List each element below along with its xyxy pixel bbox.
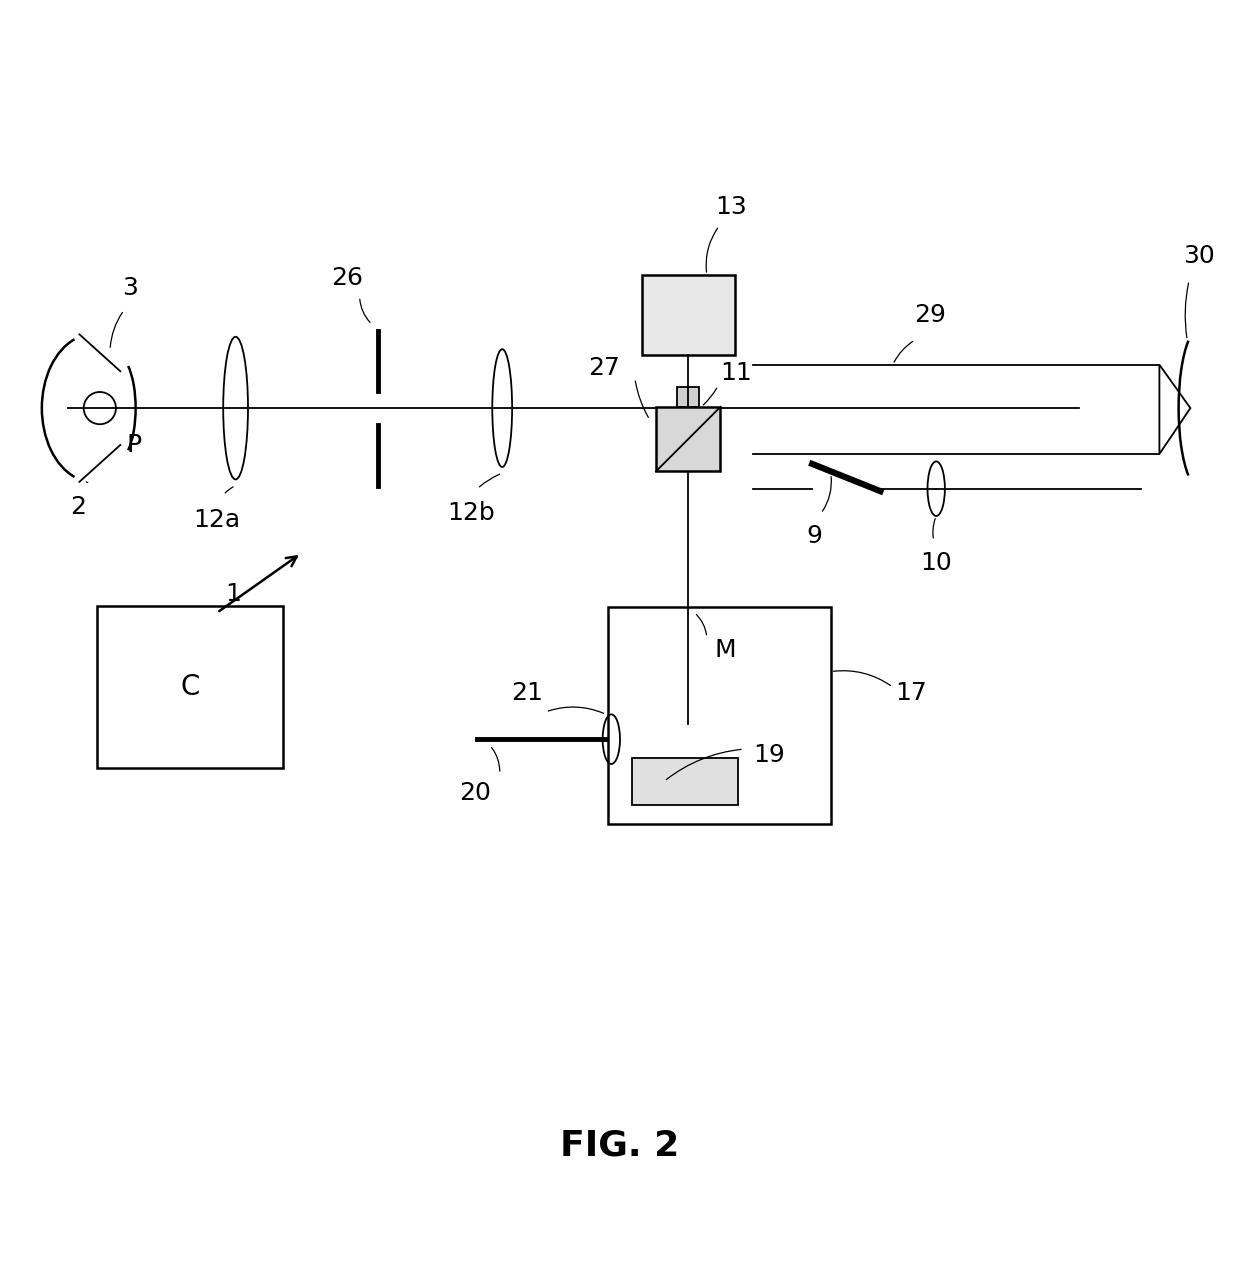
Bar [656,407,720,472]
Text: 20: 20 [459,780,491,805]
Text: 26: 26 [331,266,363,289]
Bar [608,607,831,824]
Text: 19: 19 [753,743,785,768]
Text: 29: 29 [914,303,946,328]
Bar [97,607,283,768]
Text: 12b: 12b [448,501,495,525]
Text: 12a: 12a [193,507,241,532]
Text: 9: 9 [807,524,822,548]
Text: 10: 10 [920,551,952,575]
Bar [642,275,734,356]
Text: 17: 17 [895,681,928,705]
Text: 11: 11 [720,361,753,385]
Text: 21: 21 [511,681,543,705]
Text: 30: 30 [1183,244,1215,268]
Text: 2: 2 [71,495,86,519]
Text: C: C [180,673,200,701]
Text: P: P [126,434,141,458]
Text: 1: 1 [226,583,241,606]
Text: 27: 27 [588,357,620,380]
Text: 3: 3 [123,275,138,300]
Text: M: M [714,638,737,662]
Text: 13: 13 [715,195,748,219]
Text: FIG. 2: FIG. 2 [560,1128,680,1163]
Bar [677,388,699,407]
Bar [632,757,738,805]
